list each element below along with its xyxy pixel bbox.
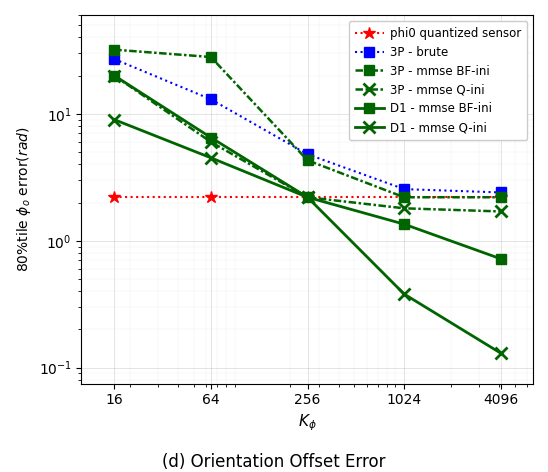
Text: (d) Orientation Offset Error: (d) Orientation Offset Error [162, 453, 386, 471]
Line: 3P - mmse BF-ini: 3P - mmse BF-ini [110, 45, 506, 202]
3P - brute [208, 96, 214, 102]
Legend: phi0 quantized sensor, 3P - brute, 3P - mmse BF-ini, 3P - mmse Q-ini, D1 - mmse : phi0 quantized sensor, 3P - brute, 3P - … [349, 21, 527, 140]
3P - mmse BF-ini [401, 194, 408, 200]
Y-axis label: 80%tile $\phi_o$ error$(rad)$: 80%tile $\phi_o$ error$(rad)$ [15, 126, 33, 272]
phi0 quantized sensor [304, 194, 311, 200]
3P - brute [498, 190, 504, 195]
Line: D1 - mmse BF-ini: D1 - mmse BF-ini [110, 71, 506, 264]
D1 - mmse BF-ini [498, 256, 504, 261]
phi0 quantized sensor [111, 194, 117, 200]
3P - mmse Q-ini [304, 194, 311, 200]
3P - mmse Q-ini [208, 139, 214, 145]
phi0 quantized sensor [208, 194, 214, 200]
Line: 3P - mmse Q-ini: 3P - mmse Q-ini [108, 69, 507, 218]
D1 - mmse Q-ini [401, 291, 408, 297]
3P - mmse BF-ini [111, 47, 117, 52]
Line: phi0 quantized sensor: phi0 quantized sensor [108, 191, 507, 203]
3P - mmse BF-ini [304, 158, 311, 163]
D1 - mmse BF-ini [304, 194, 311, 200]
D1 - mmse BF-ini [111, 73, 117, 78]
3P - mmse BF-ini [498, 194, 504, 200]
D1 - mmse BF-ini [401, 221, 408, 227]
3P - brute [401, 186, 408, 192]
3P - brute [111, 56, 117, 62]
3P - mmse Q-ini [498, 209, 504, 214]
D1 - mmse Q-ini [304, 194, 311, 200]
D1 - mmse BF-ini [208, 135, 214, 140]
Line: D1 - mmse Q-ini: D1 - mmse Q-ini [108, 113, 507, 360]
D1 - mmse Q-ini [111, 117, 117, 122]
phi0 quantized sensor [401, 194, 408, 200]
D1 - mmse Q-ini [498, 350, 504, 356]
3P - mmse BF-ini [208, 54, 214, 60]
D1 - mmse Q-ini [208, 155, 214, 160]
3P - mmse Q-ini [401, 205, 408, 211]
Line: 3P - brute: 3P - brute [110, 54, 506, 197]
X-axis label: $K_{\phi}$: $K_{\phi}$ [298, 413, 317, 433]
phi0 quantized sensor [498, 194, 504, 200]
3P - brute [304, 152, 311, 157]
3P - mmse Q-ini [111, 73, 117, 78]
